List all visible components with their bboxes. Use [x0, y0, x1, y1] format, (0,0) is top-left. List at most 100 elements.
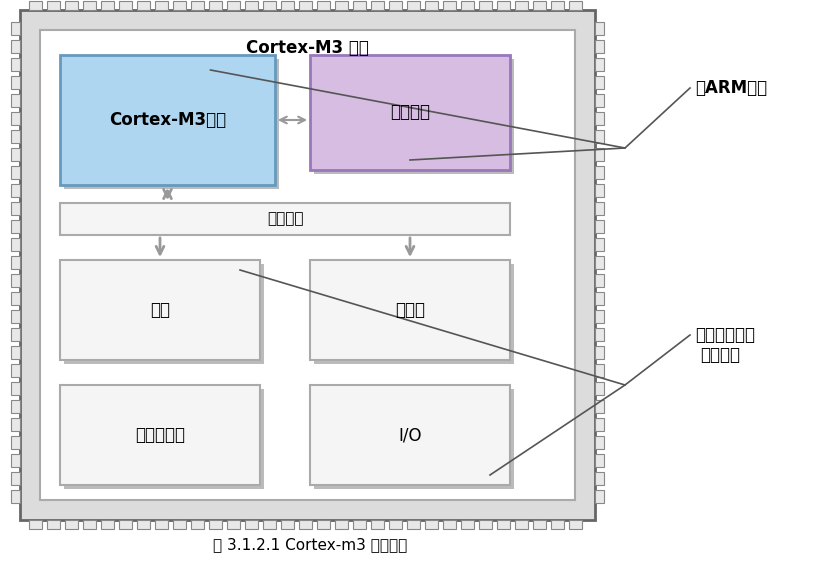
Bar — [28, 1, 42, 10]
Text: I/O: I/O — [398, 426, 422, 444]
Bar — [11, 202, 20, 215]
Bar — [119, 1, 131, 10]
Bar — [245, 1, 257, 10]
Bar — [595, 310, 604, 323]
Bar — [226, 520, 240, 529]
Bar — [595, 454, 604, 467]
Bar — [64, 520, 78, 529]
Bar — [60, 385, 260, 485]
Bar — [20, 10, 595, 520]
Bar — [352, 520, 366, 529]
Bar — [40, 30, 575, 500]
Bar — [595, 220, 604, 233]
Bar — [595, 166, 604, 179]
Bar — [11, 148, 20, 161]
Bar — [47, 1, 59, 10]
Bar — [11, 76, 20, 89]
Bar — [64, 59, 279, 189]
Bar — [424, 520, 438, 529]
Bar — [64, 389, 264, 489]
Bar — [533, 1, 545, 10]
Bar — [154, 1, 168, 10]
Bar — [173, 520, 185, 529]
Bar — [262, 1, 276, 10]
Text: Cortex-M3内核: Cortex-M3内核 — [109, 111, 226, 129]
Bar — [595, 418, 604, 431]
Bar — [316, 1, 330, 10]
Bar — [310, 55, 510, 170]
Bar — [245, 520, 257, 529]
Bar — [316, 520, 330, 529]
Bar — [595, 364, 604, 377]
Bar — [478, 1, 492, 10]
Bar — [100, 520, 114, 529]
Bar — [595, 40, 604, 53]
Bar — [298, 520, 311, 529]
Bar — [281, 520, 293, 529]
Bar — [388, 1, 402, 10]
Bar — [11, 256, 20, 269]
Bar — [11, 292, 20, 305]
Bar — [11, 472, 20, 485]
Bar — [298, 1, 311, 10]
Text: 存儲器: 存儲器 — [395, 301, 425, 319]
Bar — [11, 184, 20, 197]
Bar — [443, 1, 456, 10]
Bar — [136, 520, 149, 529]
Bar — [83, 1, 95, 10]
Bar — [371, 520, 383, 529]
Bar — [310, 385, 510, 485]
Bar — [514, 520, 528, 529]
Bar — [47, 520, 59, 529]
Bar — [11, 220, 20, 233]
Bar — [281, 1, 293, 10]
Bar — [595, 238, 604, 251]
Text: 由芯片制造商: 由芯片制造商 — [695, 326, 755, 344]
Text: 图 3.1.2.1 Cortex-m3 芯片结构: 图 3.1.2.1 Cortex-m3 芯片结构 — [213, 538, 407, 553]
Text: 外设: 外设 — [150, 301, 170, 319]
Bar — [388, 520, 402, 529]
Bar — [595, 328, 604, 341]
Bar — [595, 22, 604, 35]
Text: Cortex-M3 芯片: Cortex-M3 芯片 — [246, 39, 369, 57]
Bar — [11, 454, 20, 467]
Text: 由ARM设计: 由ARM设计 — [695, 79, 767, 97]
Bar — [11, 94, 20, 107]
Bar — [11, 238, 20, 251]
Bar — [11, 400, 20, 413]
Bar — [28, 520, 42, 529]
Bar — [595, 112, 604, 125]
Bar — [11, 382, 20, 395]
Bar — [11, 490, 20, 503]
Bar — [11, 274, 20, 287]
Bar — [569, 1, 581, 10]
Bar — [83, 520, 95, 529]
Bar — [11, 310, 20, 323]
Bar — [154, 520, 168, 529]
Bar — [226, 1, 240, 10]
Bar — [11, 436, 20, 449]
Bar — [595, 382, 604, 395]
Bar — [497, 520, 509, 529]
Bar — [550, 1, 564, 10]
Bar — [595, 472, 604, 485]
Bar — [595, 58, 604, 71]
Bar — [595, 274, 604, 287]
Bar — [595, 292, 604, 305]
Bar — [595, 490, 604, 503]
Bar — [11, 22, 20, 35]
Bar — [371, 1, 383, 10]
Bar — [60, 260, 260, 360]
Bar — [407, 520, 419, 529]
Bar — [190, 520, 204, 529]
Bar — [11, 328, 20, 341]
Bar — [595, 94, 604, 107]
Bar — [314, 264, 514, 364]
Bar — [595, 76, 604, 89]
Bar — [443, 520, 456, 529]
Bar — [595, 148, 604, 161]
Text: 时钟和复位: 时钟和复位 — [135, 426, 185, 444]
Bar — [64, 1, 78, 10]
Bar — [11, 130, 20, 143]
Bar — [497, 1, 509, 10]
